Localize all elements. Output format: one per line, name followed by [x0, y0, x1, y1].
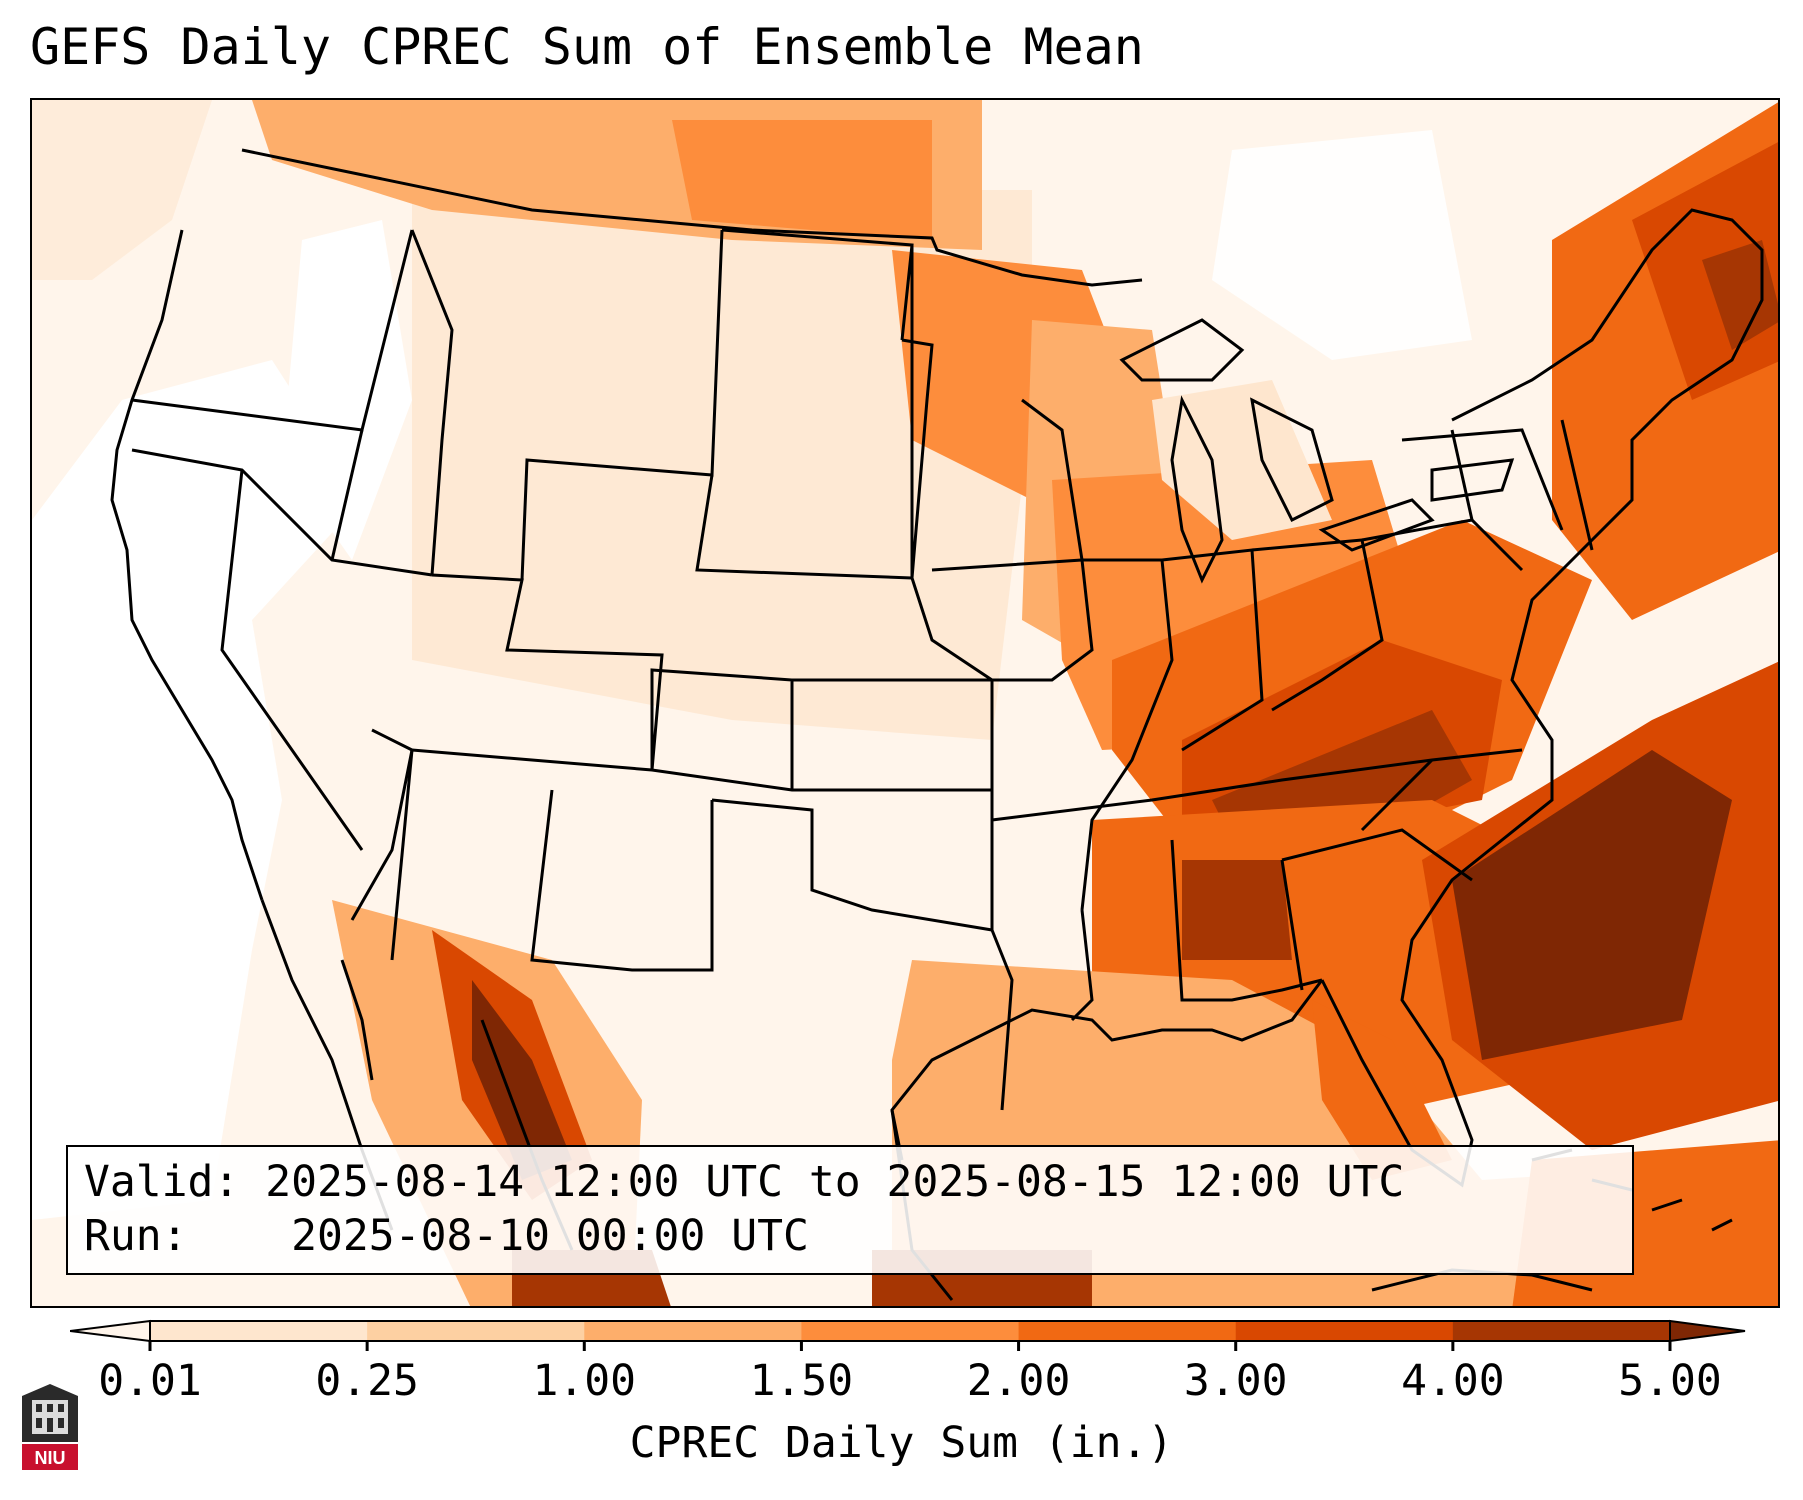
logo-text: NIU — [35, 1448, 66, 1468]
valid-label: Valid: — [84, 1157, 240, 1207]
colorbar-tick-label: 1.50 — [749, 1356, 854, 1406]
colorbar-segment — [801, 1321, 1020, 1341]
precipitation-shading — [32, 100, 1778, 1306]
colorbar-segment — [1235, 1321, 1454, 1341]
valid-value: 2025-08-14 12:00 UTC to 2025-08-15 12:00… — [265, 1157, 1405, 1207]
colorbar-outline — [149, 1320, 1671, 1342]
colorbar-segment — [150, 1321, 368, 1341]
colorbar-tick-label: 5.00 — [1618, 1356, 1722, 1406]
colorbar-label: CPREC Daily Sum (in.) — [629, 1418, 1174, 1468]
run-value: 2025-08-10 00:00 UTC — [291, 1211, 809, 1261]
map-canvas — [32, 100, 1778, 1306]
validity-info-box: Valid: 2025-08-14 12:00 UTC to 2025-08-1… — [66, 1145, 1634, 1275]
colorbar-tick-label: 0.25 — [315, 1356, 419, 1406]
run-label: Run: — [84, 1211, 188, 1261]
colorbar-tick-label: 0.01 — [98, 1356, 202, 1406]
colorbar-tick-label: 4.00 — [1401, 1356, 1505, 1406]
map-title: GEFS Daily CPREC Sum of Ensemble Mean — [30, 18, 1144, 76]
colorbar-segment — [1018, 1321, 1237, 1341]
colorbar-segment — [584, 1321, 802, 1341]
state-borders — [110, 148, 1764, 1301]
colorbar-tick-label: 3.00 — [1183, 1356, 1288, 1406]
colorbar-tick-label: 2.00 — [966, 1356, 1071, 1406]
university-logo-icon: NIU — [22, 1384, 78, 1470]
colorbar-tick-label: 1.00 — [532, 1356, 637, 1406]
precipitation-map — [30, 98, 1780, 1308]
colorbar — [70, 1319, 1746, 1351]
colorbar-min-extension — [70, 1319, 151, 1343]
colorbar-segment — [367, 1321, 585, 1341]
colorbar-segment — [1452, 1321, 1671, 1341]
colorbar-max-extension — [1669, 1319, 1746, 1343]
